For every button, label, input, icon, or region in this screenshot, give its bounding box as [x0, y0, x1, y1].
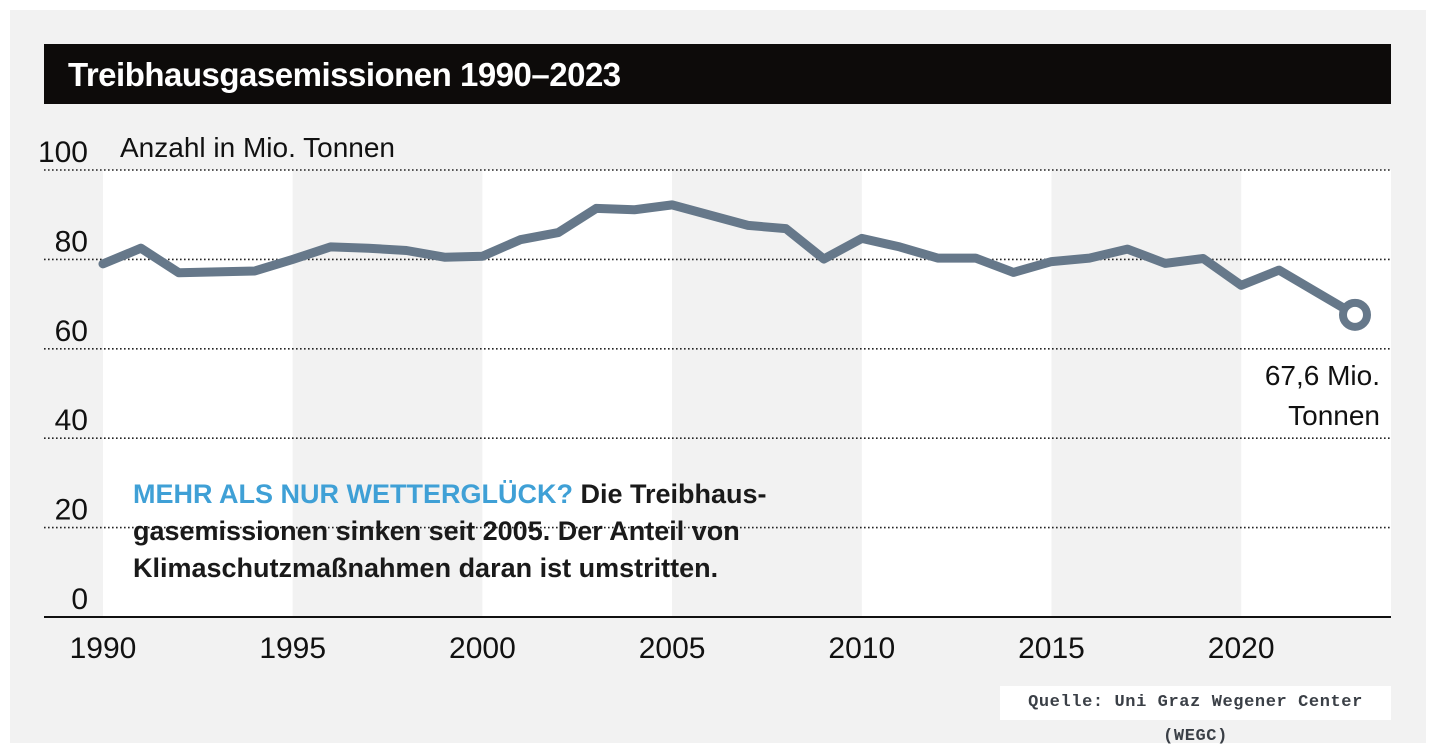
- y-axis-label: Anzahl in Mio. Tonnen: [120, 132, 395, 163]
- series-emissions: [98, 200, 1371, 331]
- data-point-2001: [519, 239, 521, 241]
- x-tick-label-1990: 1990: [70, 632, 137, 665]
- data-point-2022: [1316, 291, 1318, 293]
- x-tick-label-2010: 2010: [828, 632, 895, 665]
- chart-title: Treibhausgasemissionen 1990–2023: [68, 56, 621, 93]
- year-band-1990: [103, 170, 293, 617]
- x-tick-label-1995: 1995: [259, 632, 326, 665]
- data-point-2013: [975, 257, 977, 259]
- data-point-2021: [1278, 269, 1280, 271]
- data-point-2009: [823, 258, 825, 260]
- end-value-line1: 67,6 Mio.: [1264, 360, 1380, 391]
- data-point-2011: [899, 246, 901, 248]
- y-tick-label-40: 40: [55, 404, 88, 437]
- data-point-2007: [747, 224, 749, 226]
- data-point-2018: [1164, 262, 1166, 264]
- end-value-line2: Tonnen: [1288, 400, 1380, 431]
- data-point-1998: [406, 249, 408, 251]
- annotation-text: Die Treibhaus-gasemissionen sinken seit …: [133, 479, 767, 583]
- data-point-2019: [1202, 258, 1204, 260]
- y-tick-label-0: 0: [71, 583, 88, 616]
- data-point-2020: [1240, 284, 1242, 286]
- data-point-1992: [178, 272, 180, 274]
- data-point-2010: [861, 237, 863, 239]
- data-point-2002: [557, 232, 559, 234]
- gridlines: [44, 169, 1391, 529]
- y-axis-ticks: 0 20 40 60 80 100: [38, 136, 88, 616]
- x-tick-label-2015: 2015: [1018, 632, 1085, 665]
- data-point-1999: [443, 256, 445, 258]
- data-point-2005: [671, 204, 673, 206]
- data-point-2008: [785, 228, 787, 230]
- year-band-2005: [672, 170, 862, 617]
- year-band-2015: [1051, 170, 1242, 617]
- year-band-2010: [861, 170, 1052, 617]
- annotation-highlight: MEHR ALS NUR WETTERGLÜCK?: [133, 479, 573, 509]
- data-point-2004: [633, 209, 635, 211]
- data-point-1997: [368, 247, 370, 249]
- end-point-marker: [1339, 298, 1371, 331]
- data-point-1996: [330, 246, 332, 248]
- x-tick-label-2005: 2005: [639, 632, 706, 665]
- x-tick-label-2020: 2020: [1208, 632, 1275, 665]
- y-tick-label-80: 80: [55, 225, 88, 258]
- source-credit: Quelle: Uni Graz Wegener Center (WEGC): [1000, 686, 1391, 746]
- data-point-2017: [1126, 248, 1128, 250]
- x-tick-label-2000: 2000: [449, 632, 516, 665]
- chart-annotation: MEHR ALS NUR WETTERGLÜCK? Die Treibhaus-…: [133, 476, 853, 587]
- data-point-1991: [140, 247, 142, 249]
- data-point-2006: [709, 214, 711, 216]
- data-point-1990: [102, 263, 104, 265]
- data-point-2016: [1088, 257, 1090, 259]
- series-line: [98, 200, 1360, 320]
- y-tick-label-60: 60: [55, 315, 88, 348]
- data-point-2012: [937, 257, 939, 259]
- year-band-2020: [1241, 170, 1391, 617]
- data-point-1994: [254, 270, 256, 272]
- y-tick-label-20: 20: [55, 494, 88, 527]
- data-point-2015: [1050, 261, 1052, 263]
- data-point-2014: [1013, 271, 1015, 273]
- data-point-2003: [595, 207, 597, 209]
- title-bar: [44, 44, 1391, 104]
- x-axis-ticks: 1990 1995 2000 2005 2010 2015 2020: [70, 632, 1275, 665]
- end-value-label: 67,6 Mio. Tonnen: [1230, 356, 1380, 436]
- data-point-2000: [481, 255, 483, 257]
- y-tick-label-100: 100: [38, 136, 88, 169]
- data-point-1995: [292, 258, 294, 260]
- data-point-1993: [216, 271, 218, 273]
- year-bands: [103, 170, 1391, 617]
